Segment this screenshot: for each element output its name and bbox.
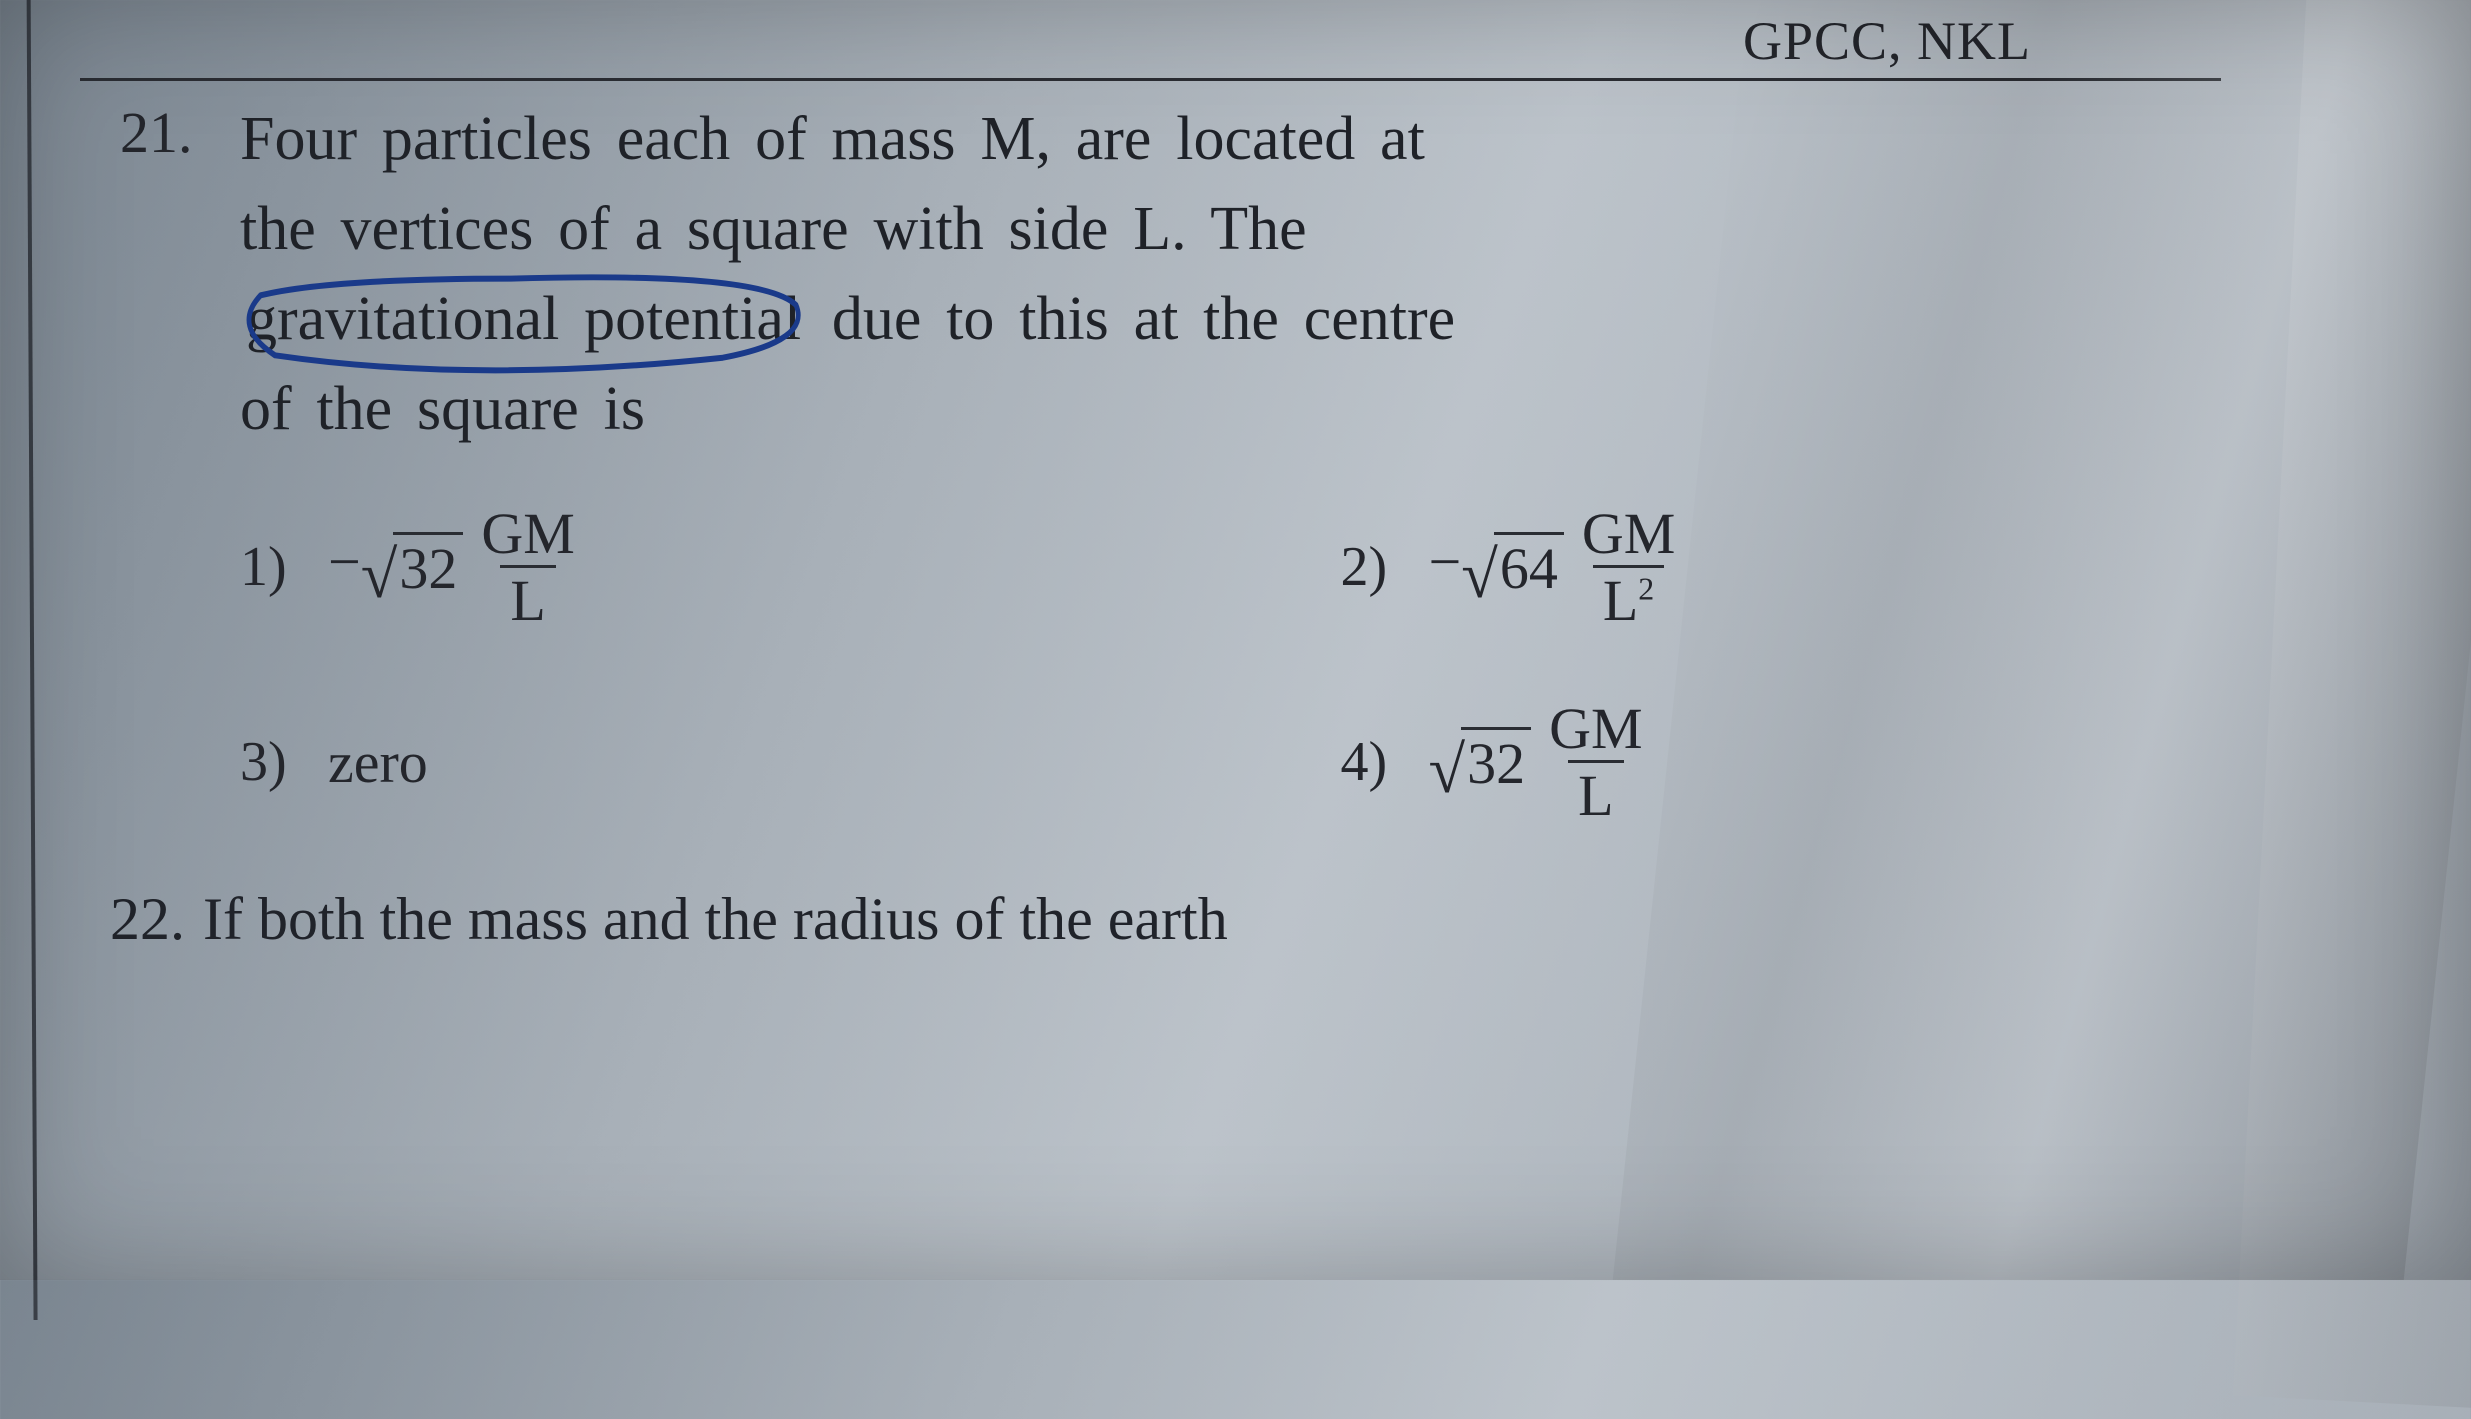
denominator: L — [500, 565, 555, 630]
option-1: 1) −√32GML — [240, 505, 1281, 630]
circled-phrase: gravitational potential — [240, 275, 807, 365]
q-line1: Four particles each of mass M, are locat… — [240, 105, 1425, 173]
denominator: L2 — [1593, 565, 1664, 630]
fraction: GML — [473, 505, 582, 630]
numerator: GM — [1574, 505, 1683, 565]
circled-phrase-text: gravitational potential — [246, 285, 801, 353]
sqrt-icon: √32 — [361, 532, 464, 602]
option-3: 3) zero — [240, 700, 1281, 825]
question-22-partial: 22. If both the mass and the radius of t… — [110, 885, 2381, 954]
source-tag: GPCC, NKL — [80, 10, 2221, 81]
option-expression: −√32GML — [328, 505, 587, 630]
minus-sign: − — [328, 528, 361, 593]
option-expression: −√64GML2 — [1429, 505, 1688, 630]
option-expression: √32GML — [1429, 700, 1655, 825]
sqrt-arg: 64 — [1494, 532, 1564, 602]
option-number: 4) — [1341, 730, 1411, 794]
option-number: 3) — [240, 730, 310, 794]
question-number: 22. — [110, 885, 185, 954]
minus-sign: − — [1429, 528, 1462, 593]
numerator: GM — [1541, 700, 1650, 760]
option-2: 2) −√64GML2 — [1341, 505, 2382, 630]
question-text: Four particles each of mass M, are locat… — [240, 95, 1455, 455]
fraction: GML2 — [1574, 505, 1683, 630]
exponent: 2 — [1638, 571, 1654, 606]
question-21: 21. Four particles each of mass M, are l… — [120, 95, 2381, 455]
option-number: 1) — [240, 535, 310, 599]
q-line2: the vertices of a square with side L. Th… — [240, 195, 1307, 263]
options-grid: 1) −√32GML 2) −√64GML2 3) zero 4) √32GML — [240, 505, 2381, 825]
fraction: GML — [1541, 700, 1650, 825]
option-number: 2) — [1341, 535, 1411, 599]
numerator: GM — [473, 505, 582, 565]
sqrt-arg: 32 — [1461, 727, 1531, 797]
option-4: 4) √32GML — [1341, 700, 2382, 825]
q-line4: of the square is — [240, 375, 645, 443]
option-text: zero — [328, 729, 428, 796]
q-line3b: due to this at the centre — [807, 285, 1455, 353]
sqrt-icon: √32 — [1429, 727, 1532, 797]
question-number: 21. — [120, 95, 220, 455]
question-text: If both the mass and the radius of the e… — [203, 885, 1228, 954]
sqrt-arg: 32 — [393, 532, 463, 602]
question-page: GPCC, NKL 21. Four particles each of mas… — [0, 0, 2471, 1280]
denominator: L — [1568, 760, 1623, 825]
sqrt-icon: √64 — [1461, 532, 1564, 602]
